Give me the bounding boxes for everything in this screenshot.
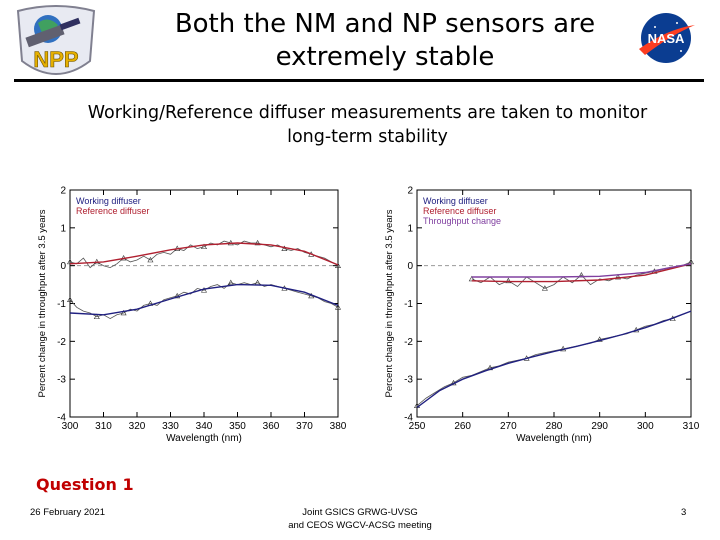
chart0-x-tick-label-0: 300	[62, 421, 79, 432]
slide-subtitle: Working/Reference diffuser measurements …	[60, 101, 675, 149]
chart0-series-0-point-20	[200, 243, 208, 250]
slide-title: Both the NM and NP sensors are extremely…	[150, 8, 620, 74]
chart0-series-2-point-24	[227, 279, 234, 285]
npp-logo-text: NPP	[33, 47, 78, 72]
chart0-series-0-point-40	[334, 262, 342, 268]
chart0-x-tick-label-6: 360	[263, 421, 280, 432]
chart1-y-tick-label-0: -4	[404, 413, 413, 424]
chart0-y-tick-label-4: 0	[60, 261, 66, 272]
chart1-y-tick-label-6: 2	[407, 186, 413, 197]
slide-title-line1: Both the NM and NP sensors are	[174, 9, 596, 39]
chart0-legend-entry-0: Working diffuser	[76, 196, 141, 206]
chart1-series-1-line	[471, 263, 692, 283]
chart0-series-2-point-4	[93, 313, 100, 320]
slide-subtitle-line2: long-term stability	[287, 127, 448, 147]
chart1-x-tick-label-2: 270	[500, 421, 517, 432]
chart0-y-tick-label-3: -1	[57, 299, 66, 310]
chart0-series-0-point-0	[66, 258, 74, 265]
chart1-y-tick-label-2: -2	[404, 337, 413, 348]
chart0-y-tick-label-2: -2	[57, 337, 66, 348]
chart0-series-2-point-0	[66, 296, 74, 303]
chart1-y-tick-label-1: -3	[404, 375, 413, 386]
chart1-legend-entry-2: Throughput change	[423, 216, 501, 226]
chart1-x-tick-label-4: 290	[591, 421, 608, 432]
chart0-series-2-point-16	[174, 292, 181, 299]
chart1-x-tick-label-1: 260	[454, 421, 471, 432]
chart1-series-4-line	[416, 310, 692, 409]
chart1-series-0-point-8	[541, 285, 548, 291]
chart0-plot-frame	[69, 189, 339, 418]
chart1-series-3-point-0	[413, 402, 421, 408]
chart1-y-tick-label-5: 1	[407, 223, 413, 234]
chart0-x-tick-label-3: 330	[162, 421, 179, 432]
chart1-x-tick-label-6: 310	[683, 421, 700, 432]
chart0-series-1-line	[69, 242, 339, 266]
chart0-series-0-point-28	[254, 239, 261, 246]
chart0-x-tick-label-7: 370	[296, 421, 313, 432]
chart1-x-tick-label-5: 300	[637, 421, 654, 432]
chart0-x-tick-label-8: 380	[330, 421, 347, 432]
chart1-series-0-point-16	[614, 273, 621, 280]
slide-subtitle-line1: Working/Reference diffuser measurements …	[87, 103, 648, 123]
nasa-logo-text: NASA	[648, 31, 685, 46]
chart1-series-2-line	[471, 263, 692, 278]
title-divider	[14, 79, 704, 82]
chart1-series-0-point-4	[505, 277, 512, 284]
chart1-series-3-point-20	[596, 336, 603, 342]
chart0-y-tick-label-1: -3	[57, 375, 66, 386]
chart0-x-tick-label-5: 350	[229, 421, 246, 432]
footer-date: 26 February 2021	[30, 507, 105, 518]
chart0-x-tick-label-4: 340	[196, 421, 213, 432]
nm-stability-chart: 300 310 320 330 340 350 360 370 380 -4 -3 -2 -1 0 1 2 Wa…	[37, 186, 347, 445]
chart1-y-tick-label-4: 0	[407, 261, 413, 272]
chart0-y-axis-label: Percent change in throughput after 3.5 y…	[37, 209, 48, 397]
chart1-y-tick-label-3: -1	[404, 299, 413, 310]
nasa-meatball-logo: NASA	[639, 13, 695, 63]
chart0-y-tick-label-5: 1	[60, 223, 66, 234]
chart0-series-3-line	[69, 283, 339, 316]
footer-meeting-line1: Joint GSICS GRWG-UVSG	[302, 507, 418, 518]
chart0-y-tick-label-0: -4	[57, 413, 66, 424]
chart1-x-tick-label-3: 280	[546, 421, 563, 432]
chart0-x-tick-label-1: 310	[95, 421, 112, 432]
footer-meeting-line2: and CEOS WGCV-ACSG meeting	[288, 520, 432, 531]
chart1-y-axis-label: Percent change in throughput after 3.5 y…	[384, 209, 395, 397]
chart0-series-0-point-12	[147, 256, 154, 263]
chart0-legend-entry-1: Reference diffuser	[76, 206, 149, 216]
chart0-series-2-point-40	[334, 304, 342, 310]
chart1-x-tick-label-0: 250	[409, 421, 426, 432]
footer-meeting: Joint GSICS GRWG-UVSG and CEOS WGCV-ACSG…	[270, 506, 450, 532]
question-label: Question 1	[36, 475, 134, 494]
slide-title-line2: extremely stable	[275, 42, 495, 72]
chart1-legend-entry-0: Working diffuser	[423, 196, 488, 206]
chart1-legend-entry-1: Reference diffuser	[423, 206, 496, 216]
chart1-x-axis-label: Wavelength (nm)	[516, 433, 592, 444]
chart0-x-tick-label-2: 320	[129, 421, 146, 432]
npp-mission-logo: NPP	[16, 5, 96, 75]
chart0-x-axis-label: Wavelength (nm)	[166, 433, 242, 444]
np-stability-chart: 250 260 270 280 290 300 310 -4 -3 -2 -1 0 1 2 Waveleng…	[384, 186, 700, 445]
chart0-y-tick-label-6: 2	[60, 186, 66, 197]
page-number: 3	[681, 507, 687, 518]
chart0-series-2-line	[69, 282, 339, 320]
chart0-series-2-point-8	[120, 309, 127, 316]
